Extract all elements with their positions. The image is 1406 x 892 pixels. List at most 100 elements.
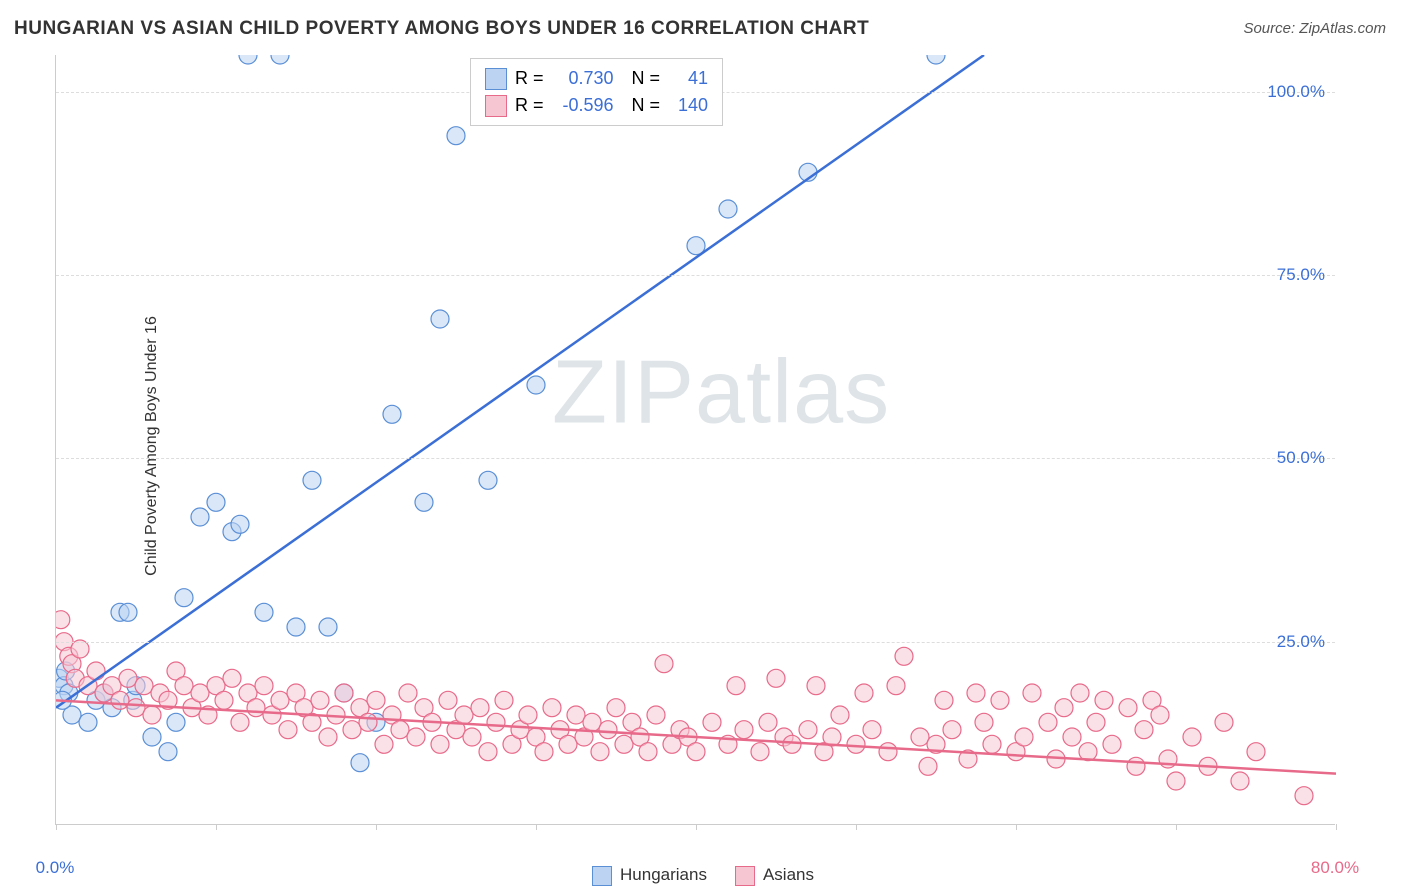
legend-item: Asians bbox=[735, 865, 814, 886]
data-point bbox=[807, 677, 825, 695]
data-point bbox=[735, 721, 753, 739]
stat-r-value: -0.596 bbox=[552, 92, 614, 119]
stat-r-label: R = bbox=[515, 92, 544, 119]
data-point bbox=[287, 618, 305, 636]
data-point bbox=[79, 713, 97, 731]
data-point bbox=[407, 728, 425, 746]
trend-line bbox=[56, 55, 984, 708]
data-point bbox=[863, 721, 881, 739]
legend-swatch-icon bbox=[485, 95, 507, 117]
data-point bbox=[463, 728, 481, 746]
data-point bbox=[447, 127, 465, 145]
x-tick-label-max: 80.0% bbox=[1311, 858, 1359, 878]
data-point bbox=[207, 493, 225, 511]
data-point bbox=[615, 735, 633, 753]
data-point bbox=[639, 743, 657, 761]
data-point bbox=[1039, 713, 1057, 731]
data-point bbox=[567, 706, 585, 724]
data-point bbox=[1135, 721, 1153, 739]
data-point bbox=[175, 589, 193, 607]
data-point bbox=[783, 735, 801, 753]
data-point bbox=[655, 655, 673, 673]
data-point bbox=[647, 706, 665, 724]
data-point bbox=[1231, 772, 1249, 790]
data-point bbox=[495, 691, 513, 709]
data-point bbox=[367, 691, 385, 709]
data-point bbox=[927, 55, 945, 64]
data-point bbox=[351, 754, 369, 772]
source-attribution: Source: ZipAtlas.com bbox=[1243, 20, 1386, 37]
data-point bbox=[1071, 684, 1089, 702]
data-point bbox=[399, 684, 417, 702]
data-point bbox=[1295, 787, 1313, 805]
data-point bbox=[1015, 728, 1033, 746]
data-point bbox=[471, 699, 489, 717]
data-point bbox=[1127, 757, 1145, 775]
data-point bbox=[543, 699, 561, 717]
data-point bbox=[487, 713, 505, 731]
gridline bbox=[56, 458, 1335, 459]
data-point bbox=[311, 691, 329, 709]
data-point bbox=[1055, 699, 1073, 717]
data-point bbox=[1063, 728, 1081, 746]
y-tick-label: 50.0% bbox=[1277, 448, 1325, 468]
data-point bbox=[167, 713, 185, 731]
data-point bbox=[479, 743, 497, 761]
data-point bbox=[599, 721, 617, 739]
data-point bbox=[1103, 735, 1121, 753]
x-tick bbox=[216, 824, 217, 830]
data-point bbox=[56, 611, 70, 629]
data-point bbox=[1151, 706, 1169, 724]
gridline bbox=[56, 642, 1335, 643]
data-point bbox=[751, 743, 769, 761]
data-point bbox=[191, 684, 209, 702]
data-point bbox=[255, 603, 273, 621]
stat-r-value: 0.730 bbox=[552, 65, 614, 92]
data-point bbox=[607, 699, 625, 717]
data-point bbox=[119, 603, 137, 621]
data-point bbox=[415, 493, 433, 511]
data-point bbox=[375, 735, 393, 753]
legend-bottom: HungariansAsians bbox=[592, 865, 814, 886]
correlation-stats-box: R =0.730N =41R =-0.596N =140 bbox=[470, 58, 723, 126]
legend-swatch-icon bbox=[592, 866, 612, 886]
y-tick-label: 75.0% bbox=[1277, 265, 1325, 285]
data-point bbox=[343, 721, 361, 739]
data-point bbox=[303, 471, 321, 489]
data-point bbox=[143, 706, 161, 724]
data-point bbox=[895, 647, 913, 665]
data-point bbox=[887, 677, 905, 695]
y-tick-label: 100.0% bbox=[1267, 82, 1325, 102]
data-point bbox=[247, 699, 265, 717]
data-point bbox=[727, 677, 745, 695]
data-point bbox=[135, 677, 153, 695]
data-point bbox=[847, 735, 865, 753]
data-point bbox=[535, 743, 553, 761]
x-tick bbox=[536, 824, 537, 830]
data-point bbox=[127, 699, 145, 717]
gridline bbox=[56, 275, 1335, 276]
data-point bbox=[687, 743, 705, 761]
data-point bbox=[943, 721, 961, 739]
legend-swatch-icon bbox=[735, 866, 755, 886]
data-point bbox=[231, 515, 249, 533]
data-point bbox=[159, 743, 177, 761]
x-tick bbox=[696, 824, 697, 830]
x-tick bbox=[1336, 824, 1337, 830]
x-tick bbox=[856, 824, 857, 830]
data-point bbox=[431, 310, 449, 328]
data-point bbox=[935, 691, 953, 709]
data-point bbox=[719, 200, 737, 218]
data-point bbox=[1023, 684, 1041, 702]
data-point bbox=[319, 728, 337, 746]
data-point bbox=[239, 55, 257, 64]
data-point bbox=[191, 508, 209, 526]
data-point bbox=[431, 735, 449, 753]
data-point bbox=[335, 684, 353, 702]
data-point bbox=[223, 669, 241, 687]
data-point bbox=[967, 684, 985, 702]
data-point bbox=[1215, 713, 1233, 731]
data-point bbox=[879, 743, 897, 761]
data-point bbox=[1087, 713, 1105, 731]
x-tick bbox=[56, 824, 57, 830]
